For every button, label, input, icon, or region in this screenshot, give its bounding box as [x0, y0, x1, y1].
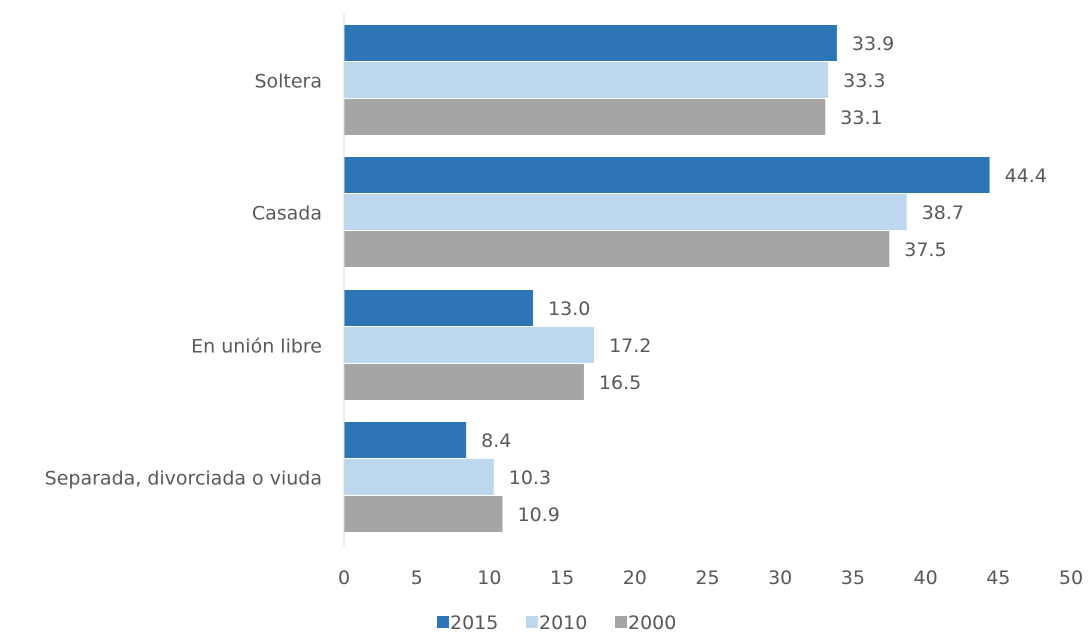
data-label-2015-1: 44.4: [1005, 165, 1047, 187]
bar-2000-2: [344, 364, 584, 400]
bar-2010-1: [344, 194, 907, 230]
bar-2010-0: [344, 62, 829, 98]
category-label-0: Soltera: [254, 71, 322, 93]
data-label-2000-2: 16.5: [599, 372, 641, 394]
bar-2015-2: [344, 290, 534, 326]
x-tick-label-0: 0: [338, 567, 350, 589]
data-label-2015-0: 33.9: [852, 33, 894, 55]
x-tick-label-30: 30: [768, 567, 792, 589]
bar-2000-3: [344, 496, 503, 532]
bar-2015-3: [344, 422, 467, 458]
category-label-2: En unión libre: [191, 336, 322, 358]
x-tick-label-50: 50: [1059, 567, 1083, 589]
category-labels-group: Soltera Casada En unión libre Separada, div…: [45, 71, 322, 490]
legend: 2015 2010 2000: [437, 612, 676, 633]
bars-group: [344, 25, 990, 532]
bar-2015-0: [344, 25, 837, 61]
legend-swatch-2010: [526, 616, 538, 628]
x-axis-ticks-group: 0 5 10 15 20 25 30 35 40 45 50: [338, 567, 1083, 589]
bar-2000-1: [344, 231, 890, 267]
data-label-2000-3: 10.9: [517, 504, 559, 526]
category-label-1: Casada: [252, 203, 322, 225]
legend-label-2010: 2010: [539, 612, 587, 633]
data-label-2010-0: 33.3: [843, 70, 885, 92]
x-tick-label-15: 15: [550, 567, 574, 589]
data-label-2010-2: 17.2: [609, 335, 651, 357]
x-tick-label-35: 35: [841, 567, 865, 589]
x-tick-label-40: 40: [914, 567, 938, 589]
data-label-2010-1: 38.7: [922, 202, 964, 224]
data-label-2000-0: 33.1: [840, 107, 882, 129]
legend-label-2000: 2000: [628, 612, 676, 633]
x-tick-label-10: 10: [477, 567, 501, 589]
category-label-3: Separada, divorciada o viuda: [45, 468, 322, 490]
data-label-2010-3: 10.3: [509, 467, 551, 489]
x-tick-label-20: 20: [623, 567, 647, 589]
data-labels-group: 33.9 33.3 33.1 44.4 38.7 37.5 13.0 17.2 16.5 8.4 1…: [481, 33, 1047, 526]
legend-swatch-2015: [437, 616, 449, 628]
bar-2000-0: [344, 99, 826, 135]
x-tick-label-5: 5: [411, 567, 423, 589]
x-tick-label-25: 25: [695, 567, 719, 589]
legend-swatch-2000: [615, 616, 627, 628]
data-label-2000-1: 37.5: [904, 239, 946, 261]
bar-2010-3: [344, 459, 494, 495]
bar-2010-2: [344, 327, 595, 363]
bar-2015-1: [344, 157, 990, 193]
x-tick-label-45: 45: [986, 567, 1010, 589]
legend-label-2015: 2015: [450, 612, 498, 633]
data-label-2015-2: 13.0: [548, 298, 590, 320]
data-label-2015-3: 8.4: [481, 430, 511, 452]
